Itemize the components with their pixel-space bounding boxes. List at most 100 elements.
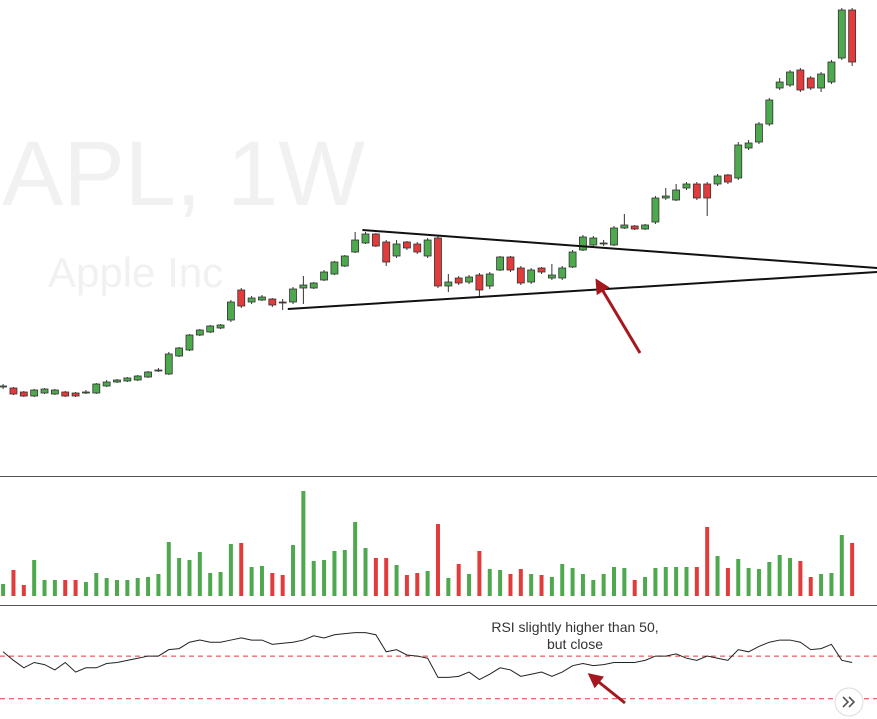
candle-body [278,301,287,304]
candle-body [837,9,846,59]
watermark-symbol: APL, 1W [2,123,365,225]
candle-body [630,225,639,230]
volume-bar [622,568,627,596]
volume-bar [819,574,824,596]
candle-body [144,371,152,378]
volume-bar [756,569,761,596]
volume-bar [415,573,420,596]
volume-bar [291,545,296,596]
candle-body [516,267,525,284]
volume-bar [549,577,554,596]
rsi-line [2,632,853,681]
volume-bar [539,575,544,596]
volume-bar [715,556,720,596]
candle-body [154,369,163,372]
volume-bar [850,543,855,596]
volume-bar [42,580,47,596]
volume-bar [208,573,213,596]
candle-body [133,375,142,381]
volume-bar [435,524,440,596]
volume-bar [21,585,26,596]
annotation: RSI slightly higher than 50, [491,619,658,635]
volume-bar [135,578,140,596]
volume-bar [187,560,192,596]
volume-bar [197,552,202,596]
candle-body [320,271,328,281]
candle-body [30,389,39,397]
candle-body [330,261,339,275]
volume-bar [694,567,699,596]
candle-body [579,236,587,251]
candle-body [299,284,308,289]
candle-body [599,242,608,245]
arrow [595,278,642,354]
candle-body [589,237,598,246]
candle-body [465,276,473,283]
volume-bar [249,567,254,596]
candle-body [744,142,753,149]
candle-body [185,334,194,351]
arrow [587,673,626,705]
volume-bar [477,551,482,596]
candle-body [258,296,266,301]
volume-bar [228,544,233,596]
volume-bar [746,568,751,596]
volume-bar [777,555,782,596]
volume-bar [342,550,347,596]
scroll-button[interactable] [834,687,864,717]
candle-body [485,273,494,287]
candle-body [806,77,815,89]
volume-bar [560,564,565,596]
volume-bar [11,570,16,596]
volume-bar [353,522,358,596]
volume-bar [94,573,99,596]
volume-bar [218,572,223,596]
volume-bar [104,578,109,596]
volume-bar [239,543,244,596]
volume-bar [146,577,151,596]
volume-bar [394,565,399,596]
volume-bar [384,558,389,596]
candle-body [775,81,784,89]
candle-body [247,297,256,303]
volume-bar [487,569,492,596]
candle-body [371,233,380,247]
volume-bar [808,577,813,596]
candle-body [237,289,246,307]
volume-bar [404,575,409,596]
volume-bar [166,542,171,596]
volume-bar [322,560,327,596]
candle-body [444,281,453,287]
candle-body [527,269,536,283]
candle-body [475,274,484,291]
volume-bar [467,574,472,596]
volume-bar [363,548,368,596]
candle-body [537,267,546,273]
candle-body [289,288,297,303]
volume-bar [125,580,130,596]
volume-bar [736,559,741,596]
candle-body [641,224,649,230]
volume-bar [684,567,689,596]
volume-bar [612,567,617,596]
candle-body [71,392,80,397]
volume-bar [767,562,772,596]
candle-body [382,241,391,263]
candle-body [226,301,235,321]
candle-body [610,227,618,246]
candle-body [682,183,691,189]
candle-body [413,243,422,253]
candle-body [796,69,805,91]
candle-body [506,256,515,271]
volume-bar [601,574,606,596]
volume-bar [839,535,844,596]
volume-bar [63,580,68,596]
candle-body [423,239,432,257]
candle-body [123,377,132,382]
candle-body [434,237,442,287]
candle-body [734,144,743,179]
volume-bar [446,578,451,596]
volume-bar [373,558,378,596]
volume-bar [788,558,793,596]
volume-bar [518,569,523,596]
